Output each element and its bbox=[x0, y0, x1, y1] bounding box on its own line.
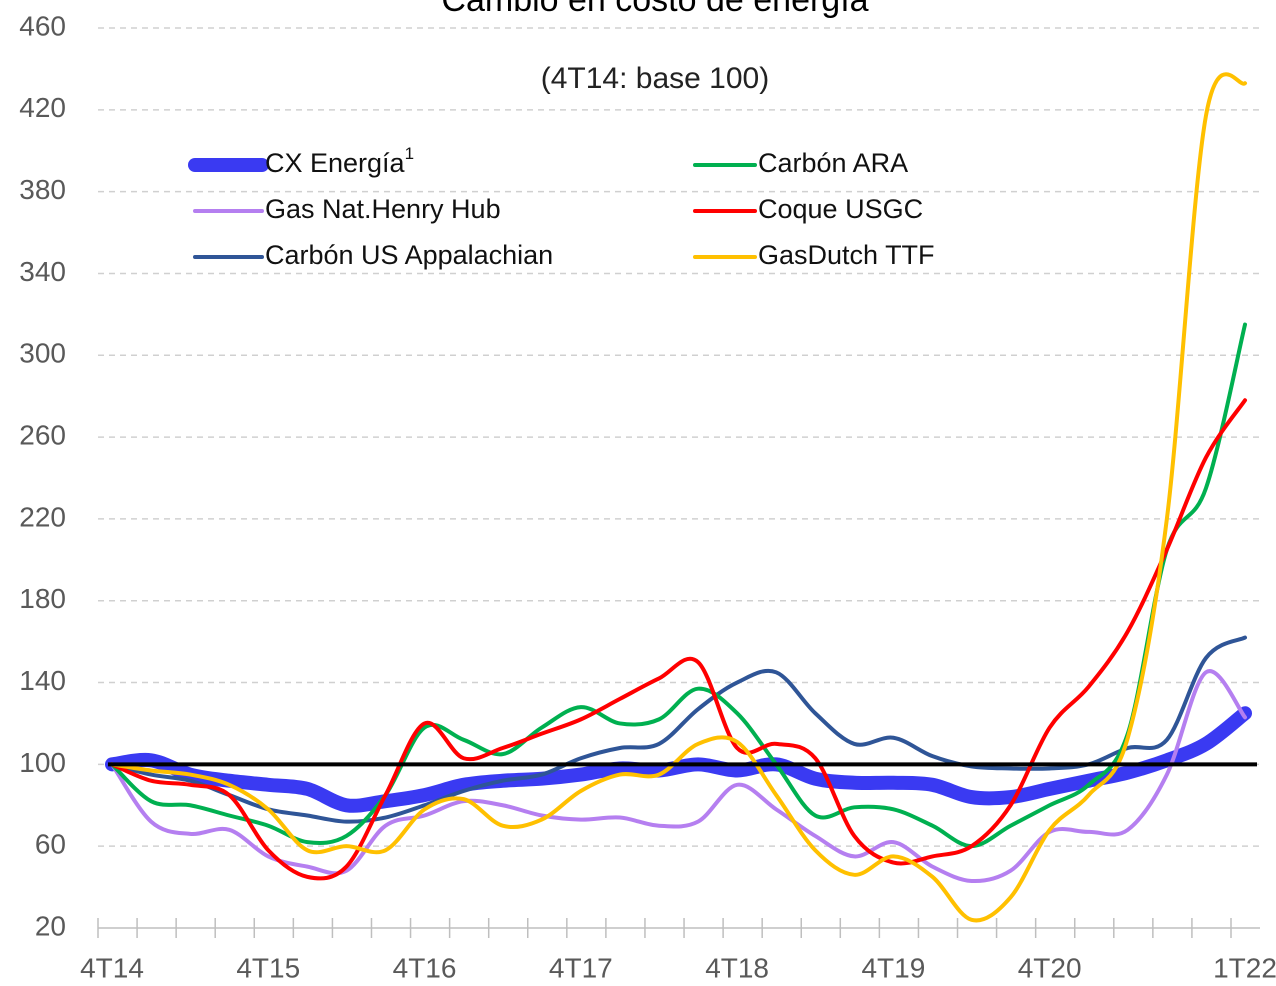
x-tick-label: 4T19 bbox=[861, 952, 925, 983]
legend-superscript: 1 bbox=[405, 144, 414, 163]
y-tick-label: 260 bbox=[19, 419, 66, 450]
y-tick-label: 20 bbox=[35, 910, 66, 941]
x-tick-label: 4T20 bbox=[1018, 952, 1082, 983]
y-tick-label: 300 bbox=[19, 338, 66, 369]
legend-label: CX Energía1 bbox=[265, 144, 414, 178]
y-tick-label: 180 bbox=[19, 583, 66, 614]
y-tick-label: 60 bbox=[35, 829, 66, 860]
legend-name: Carbón ARA bbox=[758, 148, 908, 178]
legend-label: Gas Nat.Henry Hub bbox=[265, 194, 501, 224]
legend-name: CX Energía bbox=[265, 148, 406, 178]
legend-name: GasDutch TTF bbox=[758, 240, 935, 270]
x-tick-label: 4T16 bbox=[393, 952, 457, 983]
x-tick-label: 1T22 bbox=[1213, 952, 1276, 983]
y-tick-label: 220 bbox=[19, 501, 66, 532]
legend-label: Carbón US Appalachian bbox=[265, 240, 553, 270]
x-tick-label: 4T14 bbox=[80, 952, 144, 983]
y-tick-label: 420 bbox=[19, 92, 66, 123]
y-tick-label: 380 bbox=[19, 174, 66, 205]
chart-subtitle: (4T14: base 100) bbox=[541, 62, 769, 95]
legend-label: Carbón ARA bbox=[758, 148, 908, 178]
series-line bbox=[110, 669, 1247, 884]
series-line bbox=[110, 635, 1247, 824]
legend-name: Carbón US Appalachian bbox=[265, 240, 553, 270]
series-line bbox=[110, 72, 1247, 923]
y-tick-label: 140 bbox=[19, 665, 66, 696]
legend-label: Coque USGC bbox=[758, 194, 923, 224]
y-tick-label: 460 bbox=[19, 10, 66, 41]
x-tick-label: 4T15 bbox=[236, 952, 300, 983]
series-line bbox=[105, 706, 1252, 813]
series-line bbox=[110, 322, 1247, 849]
legend-name: Gas Nat.Henry Hub bbox=[265, 194, 501, 224]
legend-name: Coque USGC bbox=[758, 194, 923, 224]
x-tick-label: 4T18 bbox=[705, 952, 769, 983]
series-line bbox=[110, 398, 1247, 881]
y-tick-label: 100 bbox=[19, 747, 66, 778]
legend-label: GasDutch TTF bbox=[758, 240, 935, 270]
chart-title: Cambio en costo de energía bbox=[441, 0, 868, 19]
x-tick-label: 4T17 bbox=[549, 952, 613, 983]
y-tick-label: 340 bbox=[19, 256, 66, 287]
